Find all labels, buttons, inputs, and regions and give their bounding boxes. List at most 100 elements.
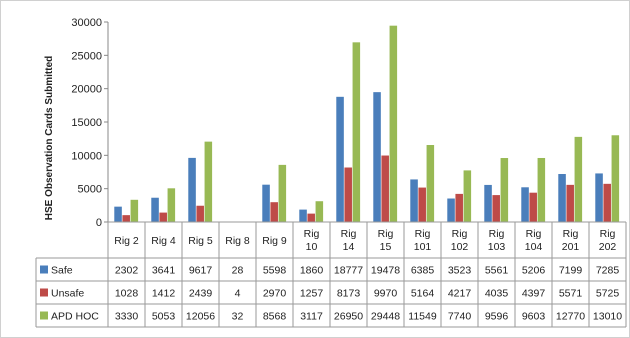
plot-area: 0 5000 10000 15000 20000 25000 30000 Rig 2 Rig 4… xyxy=(35,17,627,328)
data-label: 1860 xyxy=(300,265,324,277)
data-label: 1028 xyxy=(115,288,139,300)
category-label: Rig 104 xyxy=(525,228,543,253)
y-tick-label: 5000 xyxy=(78,184,102,196)
data-label: 4035 xyxy=(485,288,509,300)
data-label: 6385 xyxy=(411,265,435,277)
y-tick-label: 10000 xyxy=(71,150,102,162)
bar-apd-hoc xyxy=(389,25,398,223)
category-label: Rig 8 xyxy=(225,235,250,247)
bar-unsafe xyxy=(566,184,574,222)
bar-unsafe xyxy=(381,155,389,222)
category-label: Rig 102 xyxy=(451,228,469,253)
data-label: 11549 xyxy=(408,311,437,323)
bar-safe xyxy=(299,209,307,222)
bar-apd-hoc xyxy=(204,141,213,222)
data-label: 12056 xyxy=(186,311,215,323)
data-label: 28 xyxy=(232,265,244,277)
bar-apd-hoc xyxy=(315,201,324,222)
category-label: Rig 2 xyxy=(114,235,139,247)
data-label: 26950 xyxy=(334,311,363,323)
bar-unsafe xyxy=(603,183,611,222)
category-label: Rig 4 xyxy=(151,235,176,247)
bar-unsafe xyxy=(529,192,537,222)
data-label: 2970 xyxy=(263,288,287,300)
y-tick-label: 30000 xyxy=(71,17,102,29)
category-label: Rig 14 xyxy=(341,228,357,253)
bar-apd-hoc xyxy=(500,158,509,222)
data-label: 9970 xyxy=(374,288,398,300)
y-tick-label: 0 xyxy=(96,217,102,229)
legend-label: Unsafe xyxy=(51,288,84,300)
data-label: 2439 xyxy=(189,288,213,300)
category-label: Rig 9 xyxy=(262,235,287,247)
y-tick-label: 15000 xyxy=(71,117,102,129)
bar-apd-hoc xyxy=(130,199,139,222)
data-label: 19478 xyxy=(371,265,400,277)
bar-apd-hoc xyxy=(167,188,176,222)
bar-unsafe xyxy=(159,212,167,222)
bar-unsafe xyxy=(270,202,278,222)
data-label: 18777 xyxy=(334,265,363,277)
legend-label: APD HOC xyxy=(51,311,99,323)
data-label: 12770 xyxy=(556,311,585,323)
data-label: 8173 xyxy=(337,288,361,300)
data-label: 4397 xyxy=(522,288,546,300)
y-tick-label: 20000 xyxy=(71,84,102,96)
bar-apd-hoc xyxy=(278,164,287,222)
bar-safe xyxy=(484,184,492,222)
data-label: 4217 xyxy=(448,288,472,300)
legend-swatch-apd-hoc xyxy=(40,311,48,320)
data-label: 3117 xyxy=(300,311,323,323)
bar-safe xyxy=(262,184,270,222)
data-label: 5571 xyxy=(559,288,583,300)
data-label: 29448 xyxy=(371,311,400,323)
bar-unsafe xyxy=(455,193,463,222)
bar-unsafe xyxy=(492,195,500,222)
bar-unsafe xyxy=(307,213,315,222)
bar-safe xyxy=(188,157,196,222)
bar-safe xyxy=(595,173,603,222)
bar-unsafe xyxy=(196,205,204,222)
data-label: 13010 xyxy=(593,311,622,323)
bar-safe xyxy=(114,206,122,222)
bar-safe xyxy=(336,96,344,222)
y-tick-label: 25000 xyxy=(71,50,102,62)
legend-swatch-safe xyxy=(40,265,48,274)
bar-apd-hoc xyxy=(537,157,546,222)
bar-safe xyxy=(151,197,159,222)
data-label: 5561 xyxy=(485,265,509,277)
bar-unsafe xyxy=(122,215,130,222)
bar-unsafe xyxy=(344,167,352,222)
category-label: Rig 5 xyxy=(188,235,213,247)
category-label: Rig 10 xyxy=(304,228,320,253)
data-label: 5164 xyxy=(411,288,435,300)
bar-unsafe xyxy=(418,187,426,222)
bar-apd-hoc xyxy=(352,42,361,222)
legend-swatch-unsafe xyxy=(40,288,48,297)
bar-safe xyxy=(558,174,566,222)
bar-safe xyxy=(373,92,381,223)
bar-safe xyxy=(521,187,529,222)
data-label: 32 xyxy=(232,311,244,323)
data-label: 7199 xyxy=(559,265,583,277)
category-label: Rig 101 xyxy=(414,228,432,253)
data-label: 8568 xyxy=(263,311,287,323)
bar-safe xyxy=(447,198,455,222)
data-label: 9603 xyxy=(522,311,546,323)
data-label: 1412 xyxy=(152,288,176,300)
bar-apd-hoc xyxy=(463,170,472,222)
category-label: Rig 202 xyxy=(599,228,617,253)
data-label: 5053 xyxy=(152,311,176,323)
data-label: 3641 xyxy=(152,265,176,277)
bar-safe xyxy=(410,179,418,222)
data-label: 5206 xyxy=(522,265,546,277)
legend-label: Safe xyxy=(51,265,73,277)
bar-apd-hoc xyxy=(611,135,620,222)
data-label: 9617 xyxy=(189,265,213,277)
data-label: 5725 xyxy=(596,288,620,300)
category-label: Rig 103 xyxy=(488,228,506,253)
category-label: Rig 201 xyxy=(562,228,580,253)
data-label: 3523 xyxy=(448,265,472,277)
